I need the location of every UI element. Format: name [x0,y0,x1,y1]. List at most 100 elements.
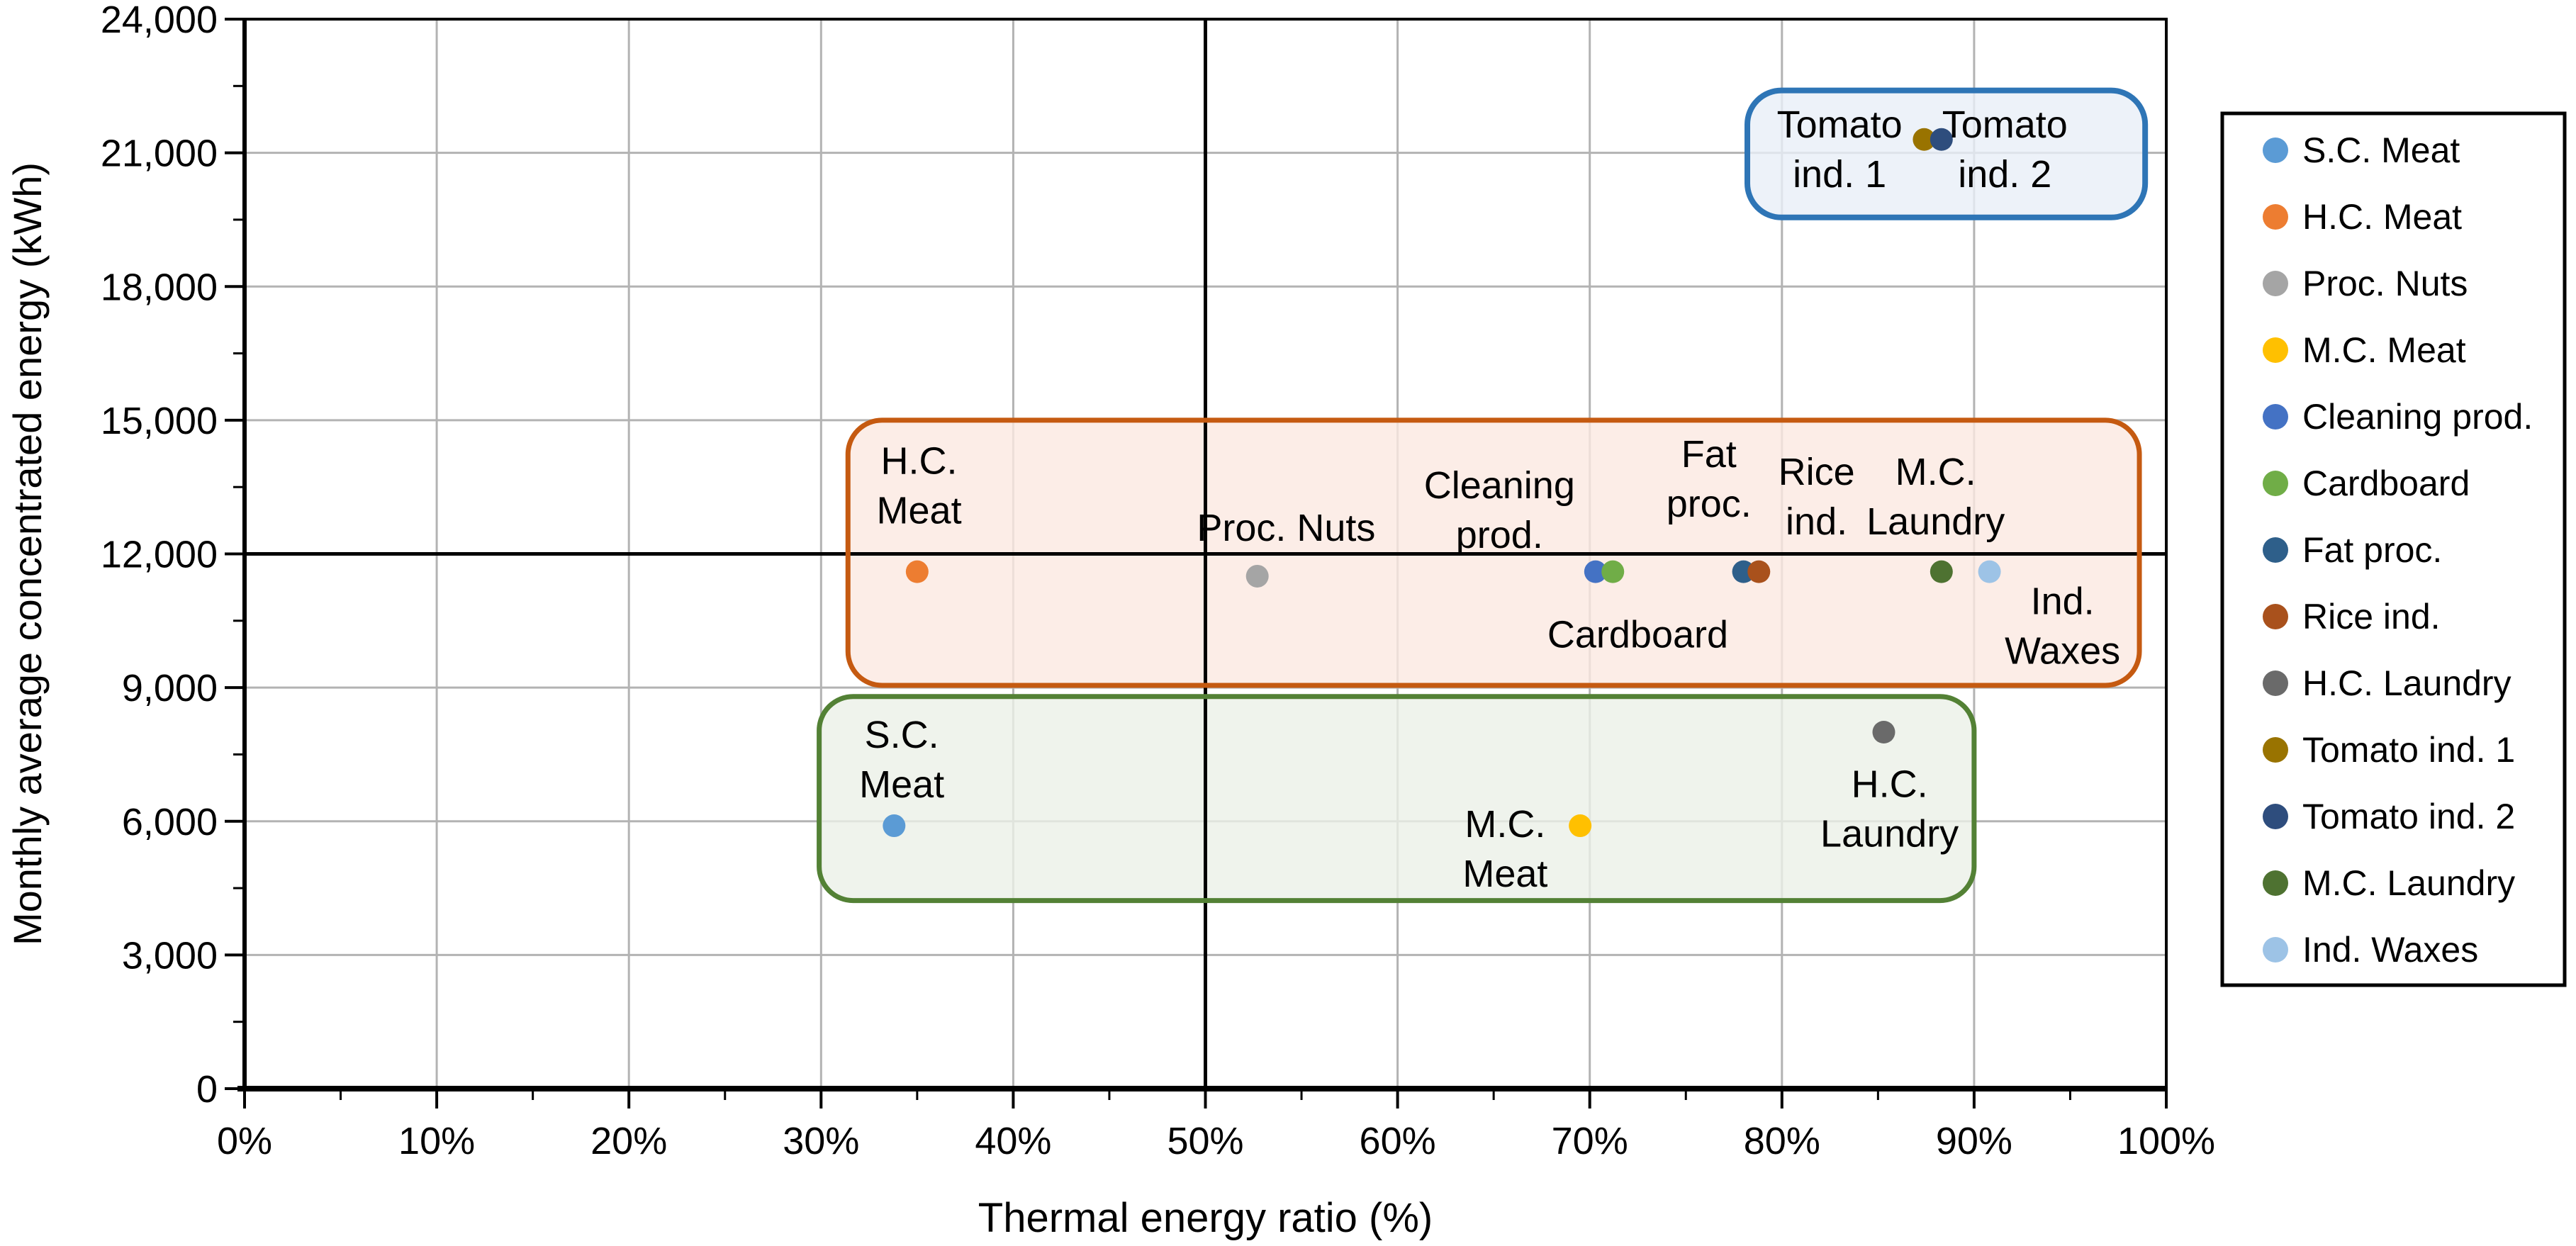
annotation-cleaning-prod: Cleaning prod. [1424,464,1575,556]
point-ind-waxes [1978,560,2001,583]
legend-entry-h-c-meat: H.C. Meat [2263,197,2462,237]
legend-marker-m-c-laundry [2263,870,2288,896]
legend-entry-h-c-laundry: H.C. Laundry [2263,663,2511,703]
y-tick-label-3-000: 3,000 [122,934,218,977]
group-box-outlines [817,87,2149,904]
y-tick-label-15-000: 15,000 [101,400,218,442]
legend-label-h-c-meat: H.C. Meat [2302,197,2462,237]
group-box-fill-tomato-group [1747,90,2146,218]
annotation-line-s-c: S.C. [865,714,939,756]
annotation-line-waxes: Waxes [2005,630,2120,673]
legend-label-cleaning-prod: Cleaning prod. [2302,397,2533,437]
annotation-rice-ind: Rice ind. [1779,451,1855,543]
y-tick-label-12-000: 12,000 [101,534,218,576]
legend-entry-cleaning-prod: Cleaning prod. [2263,397,2533,437]
annotation-line-h-c: H.C. [1852,763,1928,805]
group-box-fill-lower-group [819,696,1974,901]
legend-entry-s-c-meat: S.C. Meat [2263,130,2460,170]
annotation-line-m-c: M.C. [1895,451,1976,493]
legend-entry-m-c-meat: M.C. Meat [2263,330,2466,370]
legend: S.C. Meat H.C. Meat Proc. Nuts M.C. Meat Cle… [2220,111,2567,987]
annotation-line-ind-1: ind. 1 [1793,153,1886,196]
group-box-outline-upper-group [845,417,2142,688]
point-cleaning-prod [1584,560,1607,583]
point-proc-nuts [1245,564,1269,588]
axis-ticks [225,18,2168,1109]
legend-marker-rice-ind [2263,604,2288,629]
annotation-line-ind-2: ind. 2 [1958,153,2051,196]
data-points [883,128,2001,838]
legend-label-m-c-meat: M.C. Meat [2302,330,2466,370]
x-axis-title: Thermal energy ratio (%) [978,1195,1433,1241]
y-tick-label-18-000: 18,000 [101,266,218,308]
legend-entry-ind-waxes: Ind. Waxes [2263,930,2478,970]
annotation-proc-nuts: Proc. Nuts [1197,507,1375,549]
annotation-line-meat: Meat [877,489,962,532]
group-box-outline-tomato-group [1745,87,2149,220]
y-tick-labels: 0 3,000 6,000 9,000 12,000 15,000 18,000 21,000… [101,0,218,1111]
annotation-h-c-laundry: H.C. Laundry [1820,763,1959,855]
legend-marker-fat-proc [2263,537,2288,563]
legend-entry-tomato-ind-2: Tomato ind. 2 [2263,797,2515,836]
annotation-line-ind: Ind. [2031,580,2095,623]
legend-entry-fat-proc: Fat proc. [2263,530,2442,570]
x-tick-label-70: 70% [1552,1120,1628,1162]
annotation-line-rice: Rice [1779,451,1855,493]
x-tick-label-60: 60% [1360,1120,1436,1162]
y-tick-label-24-000: 24,000 [101,0,218,41]
annotation-tomato-ind-2: Tomato ind. 2 [1942,103,2068,196]
annotation-m-c-laundry: M.C. Laundry [1866,451,2005,543]
annotation-s-c-meat: S.C. Meat [859,714,944,806]
legend-marker-h-c-meat [2263,204,2288,230]
legend-entry-rice-ind: Rice ind. [2263,597,2441,636]
point-tomato-ind-1 [1913,128,1936,151]
x-tick-label-0: 0% [217,1120,272,1162]
legend-marker-cleaning-prod [2263,404,2288,430]
annotation-line-ind: ind. [1786,500,1847,543]
legend-label-m-c-laundry: M.C. Laundry [2302,863,2515,903]
group-box-outline-lower-group [817,694,1977,904]
annotation-line-tomato: Tomato [1942,103,2068,146]
legend-label-fat-proc: Fat proc. [2302,530,2442,570]
legend-marker-h-c-laundry [2263,670,2288,696]
x-tick-labels: 0% 10% 20% 30% 40% 50% 60% 70% 80% 90% 100% [217,1120,2215,1162]
reference-lines [245,19,2166,1089]
point-h-c-laundry [1872,721,1895,743]
legend-label-rice-ind: Rice ind. [2302,597,2441,636]
point-rice-ind [1747,560,1771,583]
annotation-line-cleaning: Cleaning [1424,464,1575,507]
legend-entry-m-c-laundry: M.C. Laundry [2263,863,2515,903]
x-tick-label-100: 100% [2117,1120,2215,1162]
annotation-line-prod: prod. [1456,514,1543,556]
legend-entry-cardboard: Cardboard [2263,464,2470,503]
legend-label-s-c-meat: S.C. Meat [2302,130,2460,170]
annotation-m-c-meat: M.C. Meat [1462,803,1547,895]
annotation-h-c-meat: H.C. Meat [877,439,962,532]
y-tick-label-9-000: 9,000 [122,667,218,709]
x-tick-label-30: 30% [783,1120,859,1162]
legend-entry-proc-nuts: Proc. Nuts [2263,264,2468,303]
legend-label-h-c-laundry: H.C. Laundry [2302,663,2511,703]
legend-marker-s-c-meat [2263,137,2288,163]
annotation-line-proc-nuts: Proc. Nuts [1197,507,1375,549]
legend-marker-m-c-meat [2263,337,2288,363]
legend-entry-tomato-ind-1: Tomato ind. 1 [2263,730,2515,770]
point-h-c-meat [905,560,929,583]
legend-marker-ind-waxes [2263,937,2288,962]
annotations: H.C. Meat Proc. Nuts Cleaning prod. Fat proc. R… [859,103,2120,895]
legend-marker-tomato-ind-1 [2263,737,2288,763]
annotation-line-meat: Meat [859,763,944,806]
point-s-c-meat [883,814,906,838]
annotation-line-fat: Fat [1681,433,1737,476]
x-tick-label-90: 90% [1936,1120,2012,1162]
annotation-line-cardboard: Cardboard [1547,614,1728,656]
x-tick-label-40: 40% [975,1120,1051,1162]
legend-marker-tomato-ind-2 [2263,804,2288,829]
annotation-line-proc: proc. [1667,483,1752,525]
annotation-line-laundry: Laundry [1820,812,1959,855]
x-tick-label-80: 80% [1744,1120,1820,1162]
legend-label-cardboard: Cardboard [2302,464,2470,503]
annotation-line-laundry: Laundry [1866,500,2005,543]
